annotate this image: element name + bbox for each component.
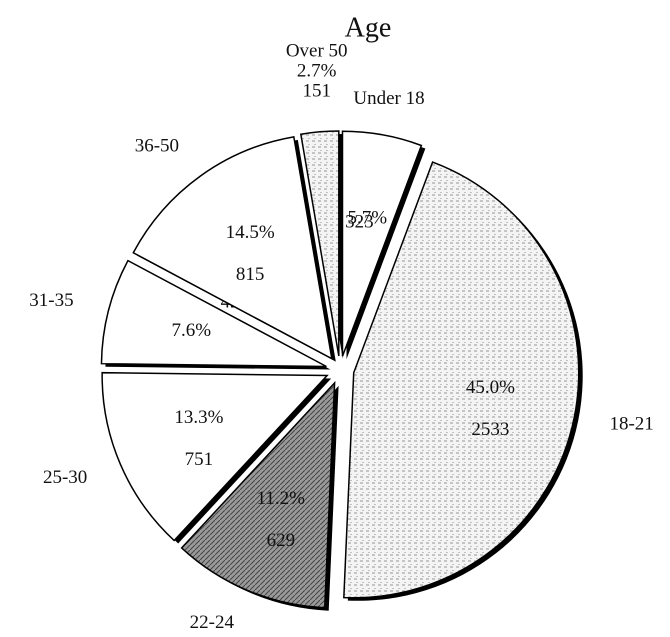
category-label: Over 50: [286, 40, 348, 61]
count-label: 815: [236, 264, 265, 285]
count-label: 751: [185, 449, 214, 470]
percent-label: 45.0%: [466, 377, 515, 398]
count-label: 151: [302, 80, 331, 101]
count-label: 629: [267, 530, 296, 551]
count-label: 323: [345, 212, 374, 233]
percent-label: 5.7%: [348, 207, 388, 228]
slice: [180, 380, 336, 609]
category-label: 31-35: [29, 290, 73, 311]
category-label: 25-30: [43, 467, 87, 488]
slice: [100, 259, 327, 368]
category-label: 22-24: [190, 612, 235, 633]
percent-label: 14.5%: [226, 222, 275, 243]
slice: [132, 136, 333, 361]
count-label: 2533: [471, 419, 509, 440]
category-label: 36-50: [135, 135, 179, 156]
slice: [299, 130, 340, 357]
chart-title: Age: [345, 12, 392, 43]
slice: [101, 371, 329, 542]
percent-label: 13.3%: [174, 407, 223, 428]
category-label: 18-21: [609, 413, 653, 434]
percent-label: 7.6%: [172, 320, 212, 341]
percent-label: 2.7%: [297, 60, 337, 81]
slice: [341, 130, 423, 357]
slice: [343, 161, 580, 599]
percent-label: 11.2%: [257, 488, 306, 509]
category-label: Under 18: [353, 88, 424, 109]
